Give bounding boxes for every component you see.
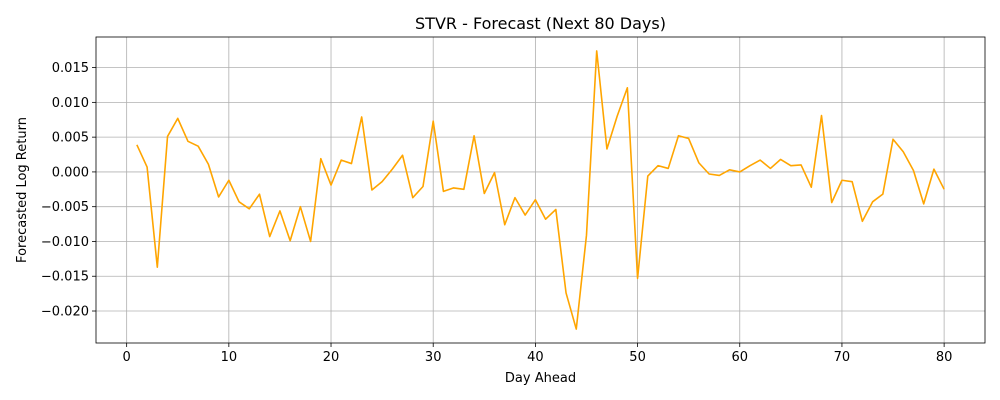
- x-tick-label: 0: [123, 350, 131, 365]
- grid-lines: [96, 37, 985, 343]
- x-axis-label: Day Ahead: [505, 371, 576, 386]
- x-axis: 0 10 20 30 40 50 60 70 80: [123, 343, 953, 365]
- y-axis: −0.020 −0.015 −0.010 −0.005 0.000 0.005 0.010 0…: [41, 61, 96, 320]
- y-tick-label: −0.020: [41, 305, 89, 320]
- y-tick-label: 0.000: [52, 165, 89, 180]
- y-tick-label: 0.015: [52, 61, 89, 76]
- x-tick-label: 60: [731, 350, 748, 365]
- x-tick-label: 70: [834, 350, 851, 365]
- x-tick-label: 10: [221, 350, 238, 365]
- x-tick-label: 50: [629, 350, 646, 365]
- y-tick-label: −0.015: [41, 270, 89, 285]
- y-tick-label: −0.010: [41, 235, 89, 250]
- x-tick-label: 30: [425, 350, 442, 365]
- y-tick-label: −0.005: [41, 200, 89, 215]
- y-tick-label: 0.010: [52, 96, 89, 111]
- x-tick-label: 80: [936, 350, 953, 365]
- y-axis-label: Forecasted Log Return: [15, 117, 30, 263]
- plot-frame: [95, 36, 986, 344]
- x-tick-label: 20: [323, 350, 340, 365]
- y-tick-label: 0.005: [52, 131, 89, 146]
- x-tick-label: 40: [527, 350, 544, 365]
- series-line: [136, 50, 945, 330]
- chart-title: STVR - Forecast (Next 80 Days): [415, 14, 666, 33]
